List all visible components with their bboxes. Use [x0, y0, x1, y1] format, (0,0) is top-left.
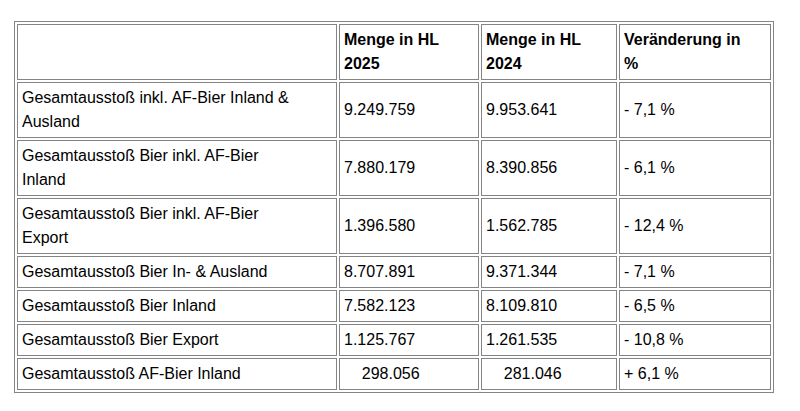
- header-veraenderung: Veränderung in %: [619, 24, 771, 80]
- table-row: Gesamtausstoß inkl. AF-Bier Inland & Aus…: [17, 82, 771, 138]
- menge-2025-cell: 1.125.767: [339, 324, 479, 356]
- menge-2024-cell: 1.261.535: [481, 324, 617, 356]
- row-label: Gesamtausstoß Bier inkl. AF-Bier Export: [17, 198, 337, 254]
- row-label: Gesamtausstoß AF-Bier Inland: [17, 358, 337, 390]
- row-label: Gesamtausstoß Bier In- & Ausland: [17, 256, 337, 288]
- menge-2024-cell: 9.953.641: [481, 82, 617, 138]
- change-cell: - 6,1 %: [619, 140, 771, 196]
- table-row: Gesamtausstoß Bier inkl. AF-Bier Inland …: [17, 140, 771, 196]
- page: Menge in HL 2025 Menge in HL 2024 Veränd…: [0, 0, 800, 411]
- menge-2025-cell: 298.056: [339, 358, 479, 390]
- menge-2024-cell: 8.109.810: [481, 290, 617, 322]
- menge-2024-cell: 1.562.785: [481, 198, 617, 254]
- table-row: Gesamtausstoß Bier Export 1.125.767 1.26…: [17, 324, 771, 356]
- change-cell: - 12,4 %: [619, 198, 771, 254]
- menge-2025-cell: 8.707.891: [339, 256, 479, 288]
- row-label: Gesamtausstoß Bier Inland: [17, 290, 337, 322]
- menge-2024-cell: 8.390.856: [481, 140, 617, 196]
- header-blank-cell: [17, 24, 337, 80]
- header-menge-2024: Menge in HL 2024: [481, 24, 617, 80]
- menge-2024-cell: 9.371.344: [481, 256, 617, 288]
- menge-2025-cell: 7.582.123: [339, 290, 479, 322]
- menge-2025-cell: 1.396.580: [339, 198, 479, 254]
- row-label: Gesamtausstoß inkl. AF-Bier Inland & Aus…: [17, 82, 337, 138]
- row-label: Gesamtausstoß Bier inkl. AF-Bier Inland: [17, 140, 337, 196]
- change-cell: - 7,1 %: [619, 82, 771, 138]
- header-menge-2025: Menge in HL 2025: [339, 24, 479, 80]
- change-cell: - 6,5 %: [619, 290, 771, 322]
- table-row: Gesamtausstoß Bier Inland 7.582.123 8.10…: [17, 290, 771, 322]
- change-cell: + 6,1 %: [619, 358, 771, 390]
- change-cell: - 10,8 %: [619, 324, 771, 356]
- table-row: Gesamtausstoß Bier In- & Ausland 8.707.8…: [17, 256, 771, 288]
- header-row: Menge in HL 2025 Menge in HL 2024 Veränd…: [17, 24, 771, 80]
- change-cell: - 7,1 %: [619, 256, 771, 288]
- menge-2025-cell: 9.249.759: [339, 82, 479, 138]
- beer-output-table: Menge in HL 2025 Menge in HL 2024 Veränd…: [14, 21, 774, 393]
- menge-2025-cell: 7.880.179: [339, 140, 479, 196]
- menge-2024-cell: 281.046: [481, 358, 617, 390]
- row-label: Gesamtausstoß Bier Export: [17, 324, 337, 356]
- table-row: Gesamtausstoß Bier inkl. AF-Bier Export …: [17, 198, 771, 254]
- table-row: Gesamtausstoß AF-Bier Inland 298.056 281…: [17, 358, 771, 390]
